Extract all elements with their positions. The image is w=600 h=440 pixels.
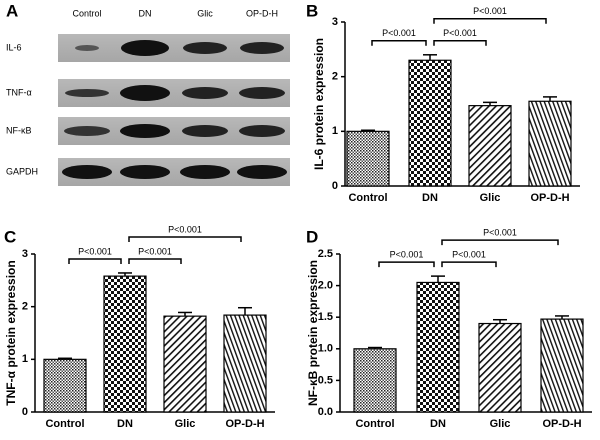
significance-bracket [371, 40, 427, 46]
x-tick-label: DN [422, 192, 438, 204]
p-value-label: P<0.001 [78, 246, 112, 256]
x-tick-label: OP-D-H [530, 192, 569, 204]
bar [346, 130, 390, 187]
x-tick-label: Glic [480, 192, 501, 204]
y-tick-label: 1.5 [318, 311, 333, 323]
significance-bracket [433, 40, 487, 46]
significance-bracket [128, 258, 182, 264]
x-tick-label: DN [117, 418, 133, 430]
y-tick-label: 2.0 [318, 280, 333, 292]
bar-chart: C TNF-α protein expression 0 1 2 3 Control DN Gl… [4, 224, 275, 430]
y-tick-label: 2 [332, 71, 338, 83]
bar [416, 281, 460, 413]
y-tick-label: 2.5 [318, 248, 333, 260]
panel-label: A [6, 1, 18, 20]
p-value-label: P<0.001 [443, 28, 477, 38]
lane-label: OP-D-H [246, 8, 278, 18]
blot-panel: A Control DN Glic OP-D-H IL-6 TNF-α NF-κ… [6, 1, 290, 186]
bar-chart: B IL-6 protein expression 0 1 2 3 Control DN Gli… [306, 1, 580, 204]
p-value-label: P<0.001 [473, 6, 507, 16]
p-value-label: P<0.001 [390, 249, 424, 259]
x-tick-label: Control [348, 192, 387, 204]
y-axis-label: NF-κB protein expression [306, 260, 320, 406]
bar [478, 322, 522, 413]
lane-label: DN [139, 8, 152, 18]
p-value-label: P<0.001 [382, 28, 416, 38]
row-label: IL-6 [6, 42, 22, 52]
p-value-label: P<0.001 [483, 227, 517, 237]
bar [540, 318, 584, 413]
panel-label: B [306, 1, 318, 20]
panel-label: C [4, 227, 16, 246]
bar [528, 100, 572, 187]
y-tick-label: 3 [332, 16, 338, 28]
x-tick-label: DN [430, 418, 446, 430]
y-tick-label: 0.0 [318, 406, 333, 418]
x-tick-label: Glic [175, 418, 196, 430]
row-label: GAPDH [6, 166, 38, 176]
y-tick-label: 1.0 [318, 343, 333, 355]
panel-label: D [306, 227, 318, 246]
bar [353, 348, 397, 413]
significance-bracket [378, 261, 435, 268]
p-value-label: P<0.001 [168, 224, 202, 234]
p-value-label: P<0.001 [452, 249, 486, 259]
p-value-label: P<0.001 [138, 246, 172, 256]
significance-bracket [441, 261, 497, 268]
x-tick-label: OP-D-H [542, 418, 581, 430]
y-axis-label: TNF-α protein expression [4, 260, 18, 405]
bar [103, 275, 147, 413]
y-tick-label: 1 [22, 353, 28, 365]
significance-bracket [433, 18, 547, 24]
bar [223, 314, 267, 413]
bar [43, 358, 87, 413]
x-tick-label: Control [45, 418, 84, 430]
lane-label: Glic [197, 8, 213, 18]
x-tick-label: Glic [490, 418, 511, 430]
y-tick-label: 2 [22, 301, 28, 313]
significance-bracket [128, 236, 242, 242]
row-label: NF-κB [6, 125, 32, 135]
bar [408, 59, 452, 187]
significance-bracket [441, 239, 559, 246]
x-tick-label: OP-D-H [225, 418, 264, 430]
y-tick-label: 0 [22, 406, 28, 418]
y-axis-label: IL-6 protein expression [312, 38, 326, 170]
y-tick-label: 0 [332, 180, 338, 192]
y-tick-label: 0.5 [318, 374, 333, 386]
x-tick-label: Control [355, 418, 394, 430]
significance-bracket [68, 258, 122, 264]
lane-label: Control [72, 8, 101, 18]
y-tick-label: 1 [332, 125, 338, 137]
bar [163, 315, 207, 413]
row-label: TNF-α [6, 87, 32, 97]
bar [468, 105, 512, 187]
y-tick-label: 3 [22, 248, 28, 260]
gel [58, 34, 290, 186]
